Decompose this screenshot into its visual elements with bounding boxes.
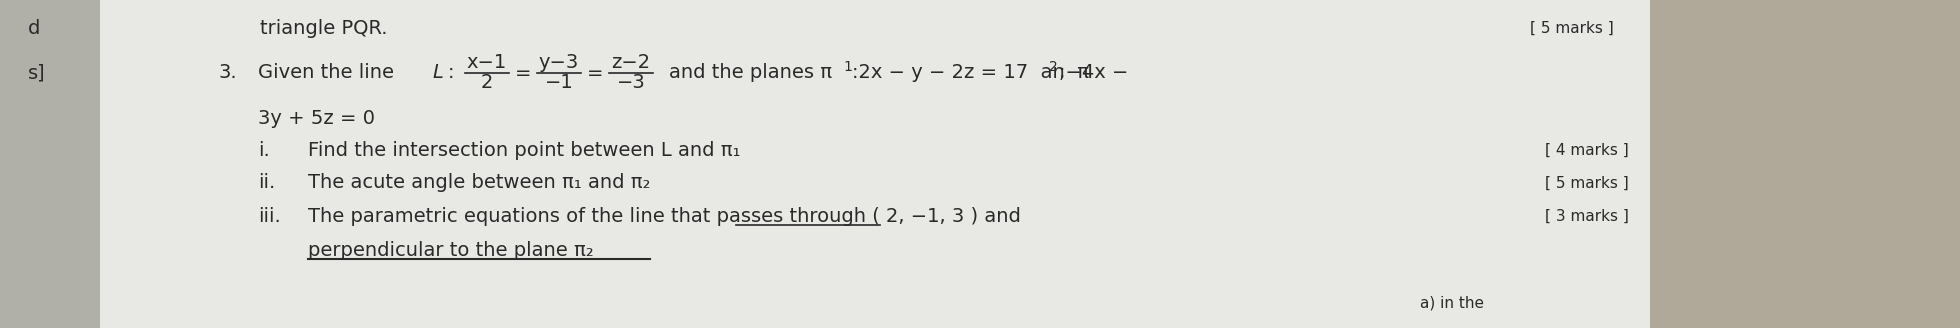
- Text: 3.: 3.: [218, 64, 237, 83]
- Polygon shape: [0, 0, 100, 328]
- Text: ii.: ii.: [259, 174, 274, 193]
- Text: [ 5 marks ]: [ 5 marks ]: [1531, 20, 1613, 35]
- Text: 2: 2: [1049, 60, 1058, 74]
- Text: iii.: iii.: [259, 207, 280, 226]
- Text: 3y + 5z = 0: 3y + 5z = 0: [259, 109, 374, 128]
- Text: [ 4 marks ]: [ 4 marks ]: [1544, 142, 1629, 157]
- Text: s]: s]: [27, 64, 45, 83]
- Text: y−3: y−3: [539, 53, 578, 72]
- Text: x−1: x−1: [466, 53, 508, 72]
- Text: triangle PQR.: triangle PQR.: [261, 18, 388, 37]
- Text: ;−4x −: ;−4x −: [1058, 64, 1129, 83]
- Text: 1: 1: [843, 60, 853, 74]
- Text: [ 3 marks ]: [ 3 marks ]: [1544, 209, 1629, 223]
- Text: 2: 2: [480, 73, 494, 92]
- Polygon shape: [1650, 0, 1960, 328]
- Text: a) in the: a) in the: [1419, 296, 1484, 311]
- Text: :2x − y − 2z = 17  an  π: :2x − y − 2z = 17 an π: [853, 64, 1090, 83]
- Text: =: =: [586, 64, 604, 83]
- Text: [ 5 marks ]: [ 5 marks ]: [1544, 175, 1629, 191]
- Text: =: =: [515, 64, 531, 83]
- Polygon shape: [100, 0, 1650, 328]
- Text: i.: i.: [259, 140, 270, 159]
- Text: The parametric equations of the line that passes through ( 2, −1, 3 ) and: The parametric equations of the line tha…: [308, 207, 1021, 226]
- Text: and the planes π: and the planes π: [668, 64, 833, 83]
- Text: z−2: z−2: [612, 53, 651, 72]
- Text: :: :: [449, 64, 455, 83]
- Text: L: L: [431, 64, 443, 83]
- Text: Given the line: Given the line: [259, 64, 394, 83]
- Text: perpendicular to the plane π₂: perpendicular to the plane π₂: [308, 240, 594, 259]
- Text: −3: −3: [617, 73, 645, 92]
- Text: d: d: [27, 18, 41, 37]
- Text: The acute angle between π₁ and π₂: The acute angle between π₁ and π₂: [308, 174, 651, 193]
- Text: Find the intersection point between L and π₁: Find the intersection point between L an…: [308, 140, 741, 159]
- Text: −1: −1: [545, 73, 574, 92]
